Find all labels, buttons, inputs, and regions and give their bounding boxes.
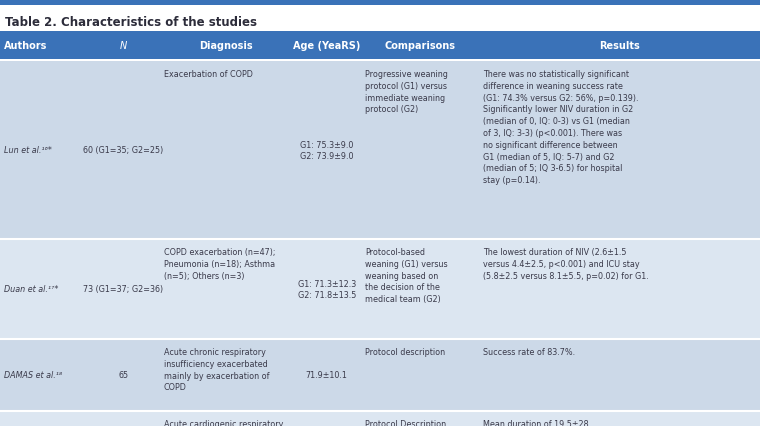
- Text: The lowest duration of NIV (2.6±1.5
versus 4.4±2.5, p<0.001) and ICU stay
(5.8±2: The lowest duration of NIV (2.6±1.5 vers…: [483, 248, 648, 280]
- Text: Duan et al.¹⁷*: Duan et al.¹⁷*: [4, 285, 59, 294]
- Text: Success rate of 83.7%.: Success rate of 83.7%.: [483, 347, 575, 356]
- Text: Results: Results: [599, 41, 640, 51]
- Bar: [0, 32, 760, 60]
- Bar: [0, 339, 760, 411]
- Text: Acute cardiogenic respiratory
edema: Acute cardiogenic respiratory edema: [163, 419, 283, 426]
- Bar: [0, 62, 760, 239]
- Text: DAMAS et al.¹⁸: DAMAS et al.¹⁸: [4, 371, 62, 380]
- Text: N: N: [120, 41, 127, 51]
- Text: Protocol-based
weaning (G1) versus
weaning based on
the decision of the
medical : Protocol-based weaning (G1) versus weani…: [365, 248, 448, 303]
- Text: 71.9±10.1: 71.9±10.1: [306, 371, 348, 380]
- Text: Comparisons: Comparisons: [385, 41, 455, 51]
- Text: G1: 71.3±12.3
G2: 71.8±13.5: G1: 71.3±12.3 G2: 71.8±13.5: [298, 279, 356, 299]
- Bar: [0, 411, 760, 426]
- Bar: [0, 239, 760, 339]
- Text: Progressive weaning
protocol (G1) versus
immediate weaning
protocol (G2): Progressive weaning protocol (G1) versus…: [365, 70, 448, 114]
- Text: 60 (G1=35; G2=25): 60 (G1=35; G2=25): [84, 146, 163, 155]
- Text: Acute chronic respiratory
insufficiency exacerbated
mainly by exacerbation of
CO: Acute chronic respiratory insufficiency …: [163, 347, 269, 391]
- Text: Lun et al.¹⁶*: Lun et al.¹⁶*: [4, 146, 52, 155]
- Text: G1: 75.3±9.0
G2: 73.9±9.0: G1: 75.3±9.0 G2: 73.9±9.0: [300, 141, 353, 160]
- Text: Age (YeaRS): Age (YeaRS): [293, 41, 360, 51]
- Text: Diagnosis: Diagnosis: [199, 41, 253, 51]
- Text: 73 (G1=37; G2=36): 73 (G1=37; G2=36): [84, 285, 163, 294]
- Text: There was no statistically significant
difference in weaning success rate
(G1: 7: There was no statistically significant d…: [483, 70, 638, 185]
- Text: COPD exacerbation (n=47);
Pneumonia (n=18); Asthma
(n=5); Others (n=3): COPD exacerbation (n=47); Pneumonia (n=1…: [163, 248, 275, 280]
- Text: Protocol Description: Protocol Description: [365, 419, 446, 426]
- Text: Exacerbation of COPD: Exacerbation of COPD: [163, 70, 252, 79]
- Text: Table 2. Characteristics of the studies: Table 2. Characteristics of the studies: [5, 16, 257, 29]
- Text: 65: 65: [119, 371, 128, 380]
- Text: Mean duration of 19.5±28.: Mean duration of 19.5±28.: [483, 419, 591, 426]
- Bar: [0, 0, 760, 6]
- Text: Protocol description: Protocol description: [365, 347, 445, 356]
- Text: Authors: Authors: [4, 41, 47, 51]
